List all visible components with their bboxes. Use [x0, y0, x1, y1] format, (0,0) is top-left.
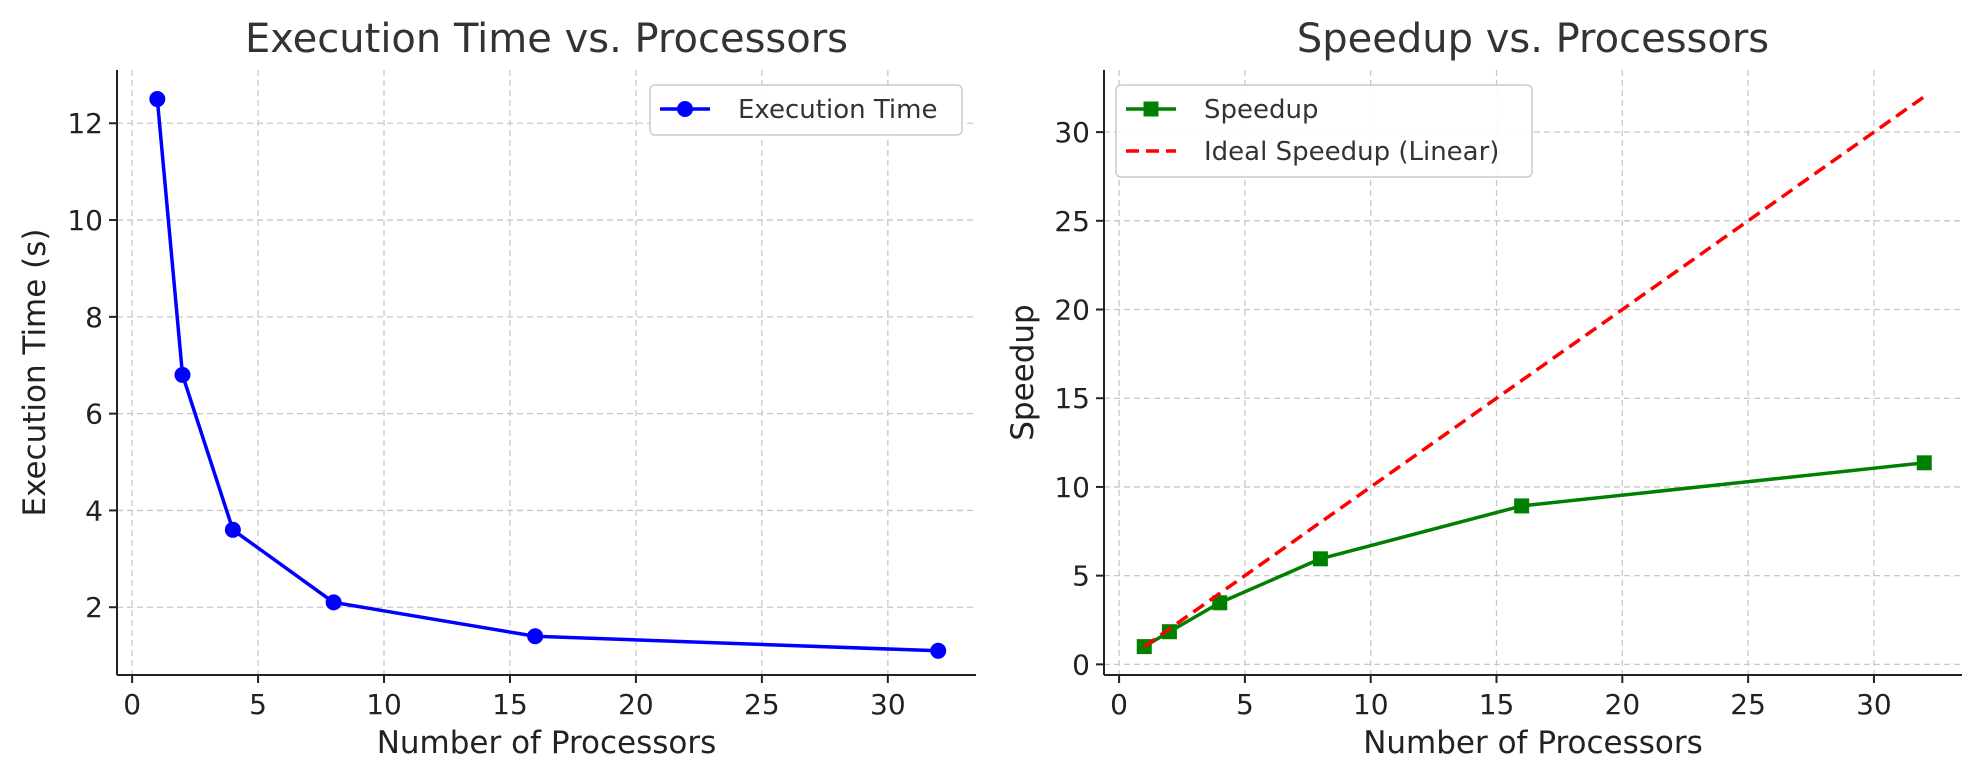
y-tick-label: 5	[1072, 560, 1090, 593]
legend-label: Execution Time	[738, 95, 937, 125]
y-tick-label: 0	[1072, 648, 1090, 681]
legend: Speedup Ideal Speedup (Linear)	[1115, 84, 1533, 178]
legend-label: Ideal Speedup (Linear)	[1204, 137, 1499, 167]
legend-box	[649, 84, 963, 136]
y-axis-label: Execution Time (s)	[17, 228, 53, 516]
x-tick-label: 30	[870, 688, 906, 721]
x-tick-label: 20	[618, 688, 654, 721]
data-point	[325, 594, 342, 611]
speedup-panel: 0 5 10 15 20 25 30 0 5 10 15 20 25 30 Speedup vs. Proc…	[1005, 16, 1962, 761]
y-tick-label: 2	[85, 591, 103, 624]
x-tick-label: 15	[492, 688, 528, 721]
legend-swatch-marker	[677, 101, 693, 117]
x-tick-label: 25	[1730, 688, 1766, 721]
x-tick-label: 15	[1479, 688, 1515, 721]
data-point	[930, 642, 947, 659]
y-tick-label: 15	[1054, 382, 1090, 415]
x-tick-label: 20	[1605, 688, 1641, 721]
y-tick-label: 6	[85, 398, 103, 431]
y-tick-label: 25	[1054, 205, 1090, 238]
series-line-1	[1143, 95, 1926, 649]
y-tick-label: 4	[85, 494, 103, 527]
series-line-0	[1143, 461, 1925, 649]
data-point	[149, 91, 166, 108]
y-axis-label: Speedup	[1005, 304, 1041, 441]
x-axis-label: Number of Processors	[377, 725, 717, 761]
data-point	[527, 628, 544, 645]
x-tick-label: 5	[1236, 688, 1254, 721]
y-tick-label: 12	[67, 107, 103, 140]
y-tick-label: 10	[1054, 471, 1090, 504]
chart-title: Speedup vs. Processors	[1297, 16, 1769, 62]
data-point	[1312, 551, 1328, 567]
data-point	[1212, 595, 1228, 611]
data-point	[1514, 498, 1530, 514]
execution-time-panel: 0 5 10 15 20 25 30 2 4 6 8 10 12 Execution Time vs. P…	[17, 16, 976, 761]
y-tick-label: 10	[67, 204, 103, 237]
y-tick-label: 30	[1054, 116, 1090, 149]
y-tick-label: 8	[85, 301, 103, 334]
data-point	[174, 366, 191, 383]
y-tick-label: 20	[1054, 294, 1090, 327]
legend: Execution Time	[649, 84, 963, 136]
x-tick-label: 10	[1353, 688, 1389, 721]
x-tick-label: 5	[249, 688, 267, 721]
x-tick-label: 10	[366, 688, 402, 721]
x-tick-label: 0	[123, 688, 141, 721]
x-tick-label: 25	[744, 688, 780, 721]
legend-label: Speedup	[1204, 95, 1319, 125]
data-point	[1916, 455, 1932, 471]
series-line-0	[155, 98, 939, 653]
data-point	[224, 521, 241, 538]
legend-box	[1115, 84, 1533, 178]
x-tick-label: 0	[1110, 688, 1128, 721]
x-axis-label: Number of Processors	[1363, 725, 1703, 761]
legend-swatch-marker	[1143, 101, 1159, 117]
chart-title: Execution Time vs. Processors	[245, 16, 848, 62]
x-tick-label: 30	[1856, 688, 1892, 721]
